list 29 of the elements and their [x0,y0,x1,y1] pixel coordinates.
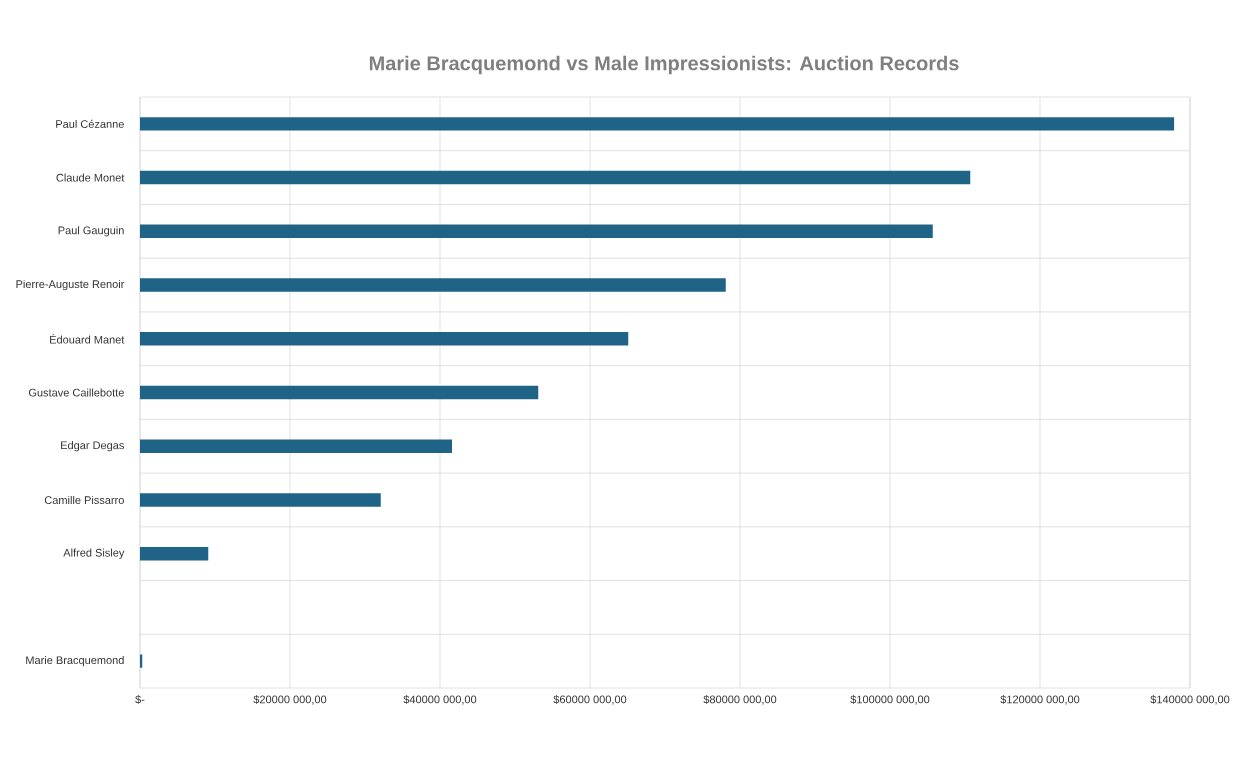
bar [140,654,143,668]
bar [140,439,452,453]
bar [140,224,933,239]
y-tick-label: Camille Pissarro [44,495,124,504]
y-tick-label: Pierre-Auguste Renoir [16,279,125,291]
y-tick-label: Paul Gauguin [58,226,124,237]
y-tick-label: Gustave Caillebotte [28,388,124,397]
y-tick-label: Alfred Sisley [63,548,125,559]
x-tick-label: $80000 000,00 [703,695,777,705]
chart-title: Marie Bracquemond vs Male Impressionists: Auction Records [369,55,959,75]
bar [140,493,381,507]
x-tick-label: $40000 000,00 [403,695,477,705]
bar [140,546,209,561]
x-tick-label: $100000 000,00 [850,695,930,705]
x-tick-label: $120000 000,00 [1000,695,1080,705]
x-tick-label: $20000 000,00 [253,695,327,705]
y-tick-label: Paul Cézanne [56,119,124,128]
bar [140,332,629,346]
y-tick-label: Édouard Manet [50,333,125,344]
x-tick-label: $60000 000,00 [553,695,627,705]
bar [140,385,539,400]
x-tick-label: $- [135,695,145,704]
y-tick-label: Marie Bracquemond [26,656,124,667]
y-tick-label: Edgar Degas [61,441,124,452]
bar [140,170,971,185]
bar [140,278,726,292]
bar [140,117,1175,131]
y-tick-label: Claude Monet [56,173,125,182]
x-tick-label: $140000 000,00 [1150,695,1230,705]
